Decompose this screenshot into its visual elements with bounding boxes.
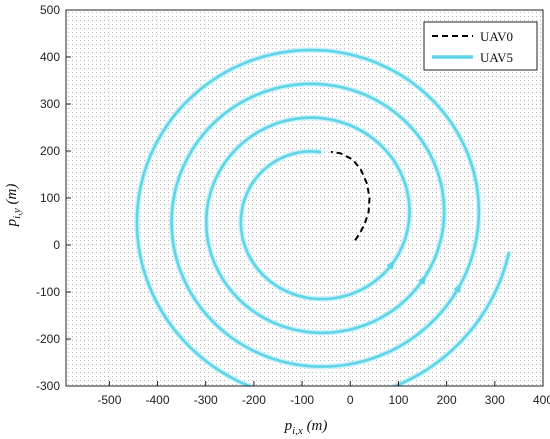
legend-label-uav0: UAV0 <box>480 29 513 44</box>
y-axis-label: pi,y (m) <box>4 184 23 228</box>
y-tick-label: 300 <box>40 97 60 111</box>
x-tick-label: 300 <box>485 393 505 407</box>
x-tick-label: -200 <box>242 393 266 407</box>
legend: UAV0 UAV5 <box>423 21 538 71</box>
x-tick-label: 200 <box>437 393 457 407</box>
tick-layer: -500 -400 -300 -200 -100 0 100 200 300 400 -300 -20… <box>36 3 550 407</box>
x-tick-label: -100 <box>290 393 314 407</box>
legend-label-uav5: UAV5 <box>480 50 513 65</box>
x-tick-label: 0 <box>347 393 354 407</box>
grid-background <box>66 10 543 386</box>
uav5-trajectory-line <box>135 48 511 386</box>
y-tick-label: 0 <box>53 238 60 252</box>
y-tick-label: 500 <box>40 3 60 17</box>
uav5-direction-arrow <box>417 275 427 285</box>
uav0-trajectory-line <box>330 150 371 241</box>
y-tick-label: -200 <box>36 332 60 346</box>
series-layer <box>134 47 512 386</box>
y-tick-label: 400 <box>40 50 60 64</box>
y-tick-label: 200 <box>40 144 60 158</box>
y-tick-label: 100 <box>40 191 60 205</box>
x-tick-label: -400 <box>146 393 170 407</box>
x-tick-label: 400 <box>533 393 550 407</box>
y-tick-label: -300 <box>36 379 60 393</box>
legend-box <box>423 21 538 71</box>
uav5-direction-arrow <box>453 283 462 293</box>
x-axis-label: pi,x (m) <box>284 418 328 437</box>
x-tick-label: 100 <box>388 393 408 407</box>
uav5-direction-arrow <box>386 260 395 270</box>
x-tick-label: -300 <box>194 393 218 407</box>
x-tick-label: -500 <box>97 393 121 407</box>
y-tick-label: -100 <box>36 285 60 299</box>
